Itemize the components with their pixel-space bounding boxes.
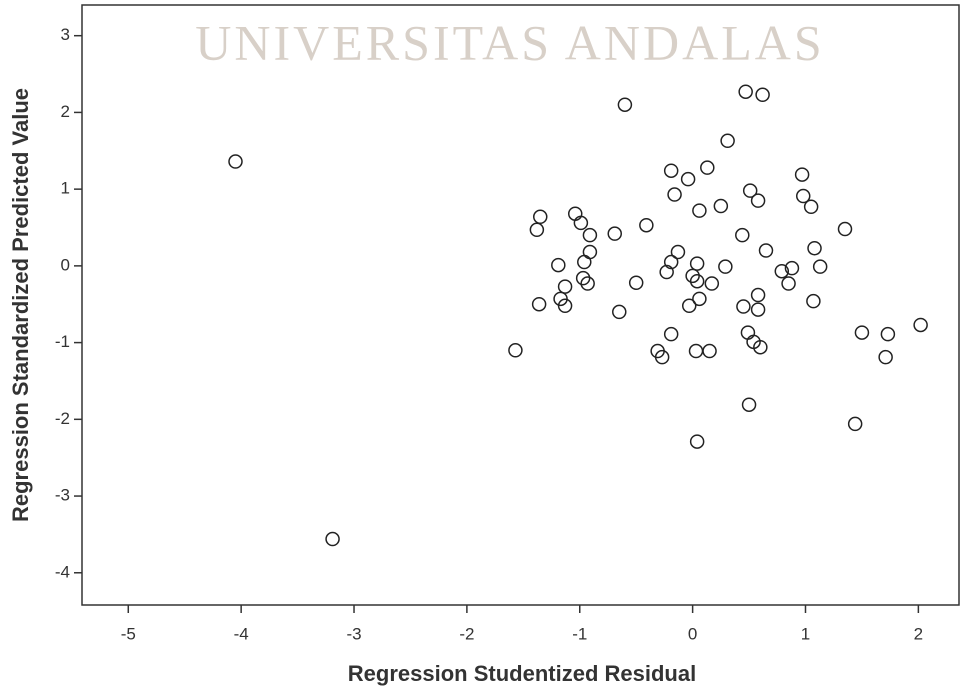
point — [750, 287, 766, 303]
point — [573, 215, 589, 231]
point — [567, 206, 583, 221]
point — [837, 221, 853, 237]
point — [639, 217, 654, 233]
point — [781, 276, 796, 291]
point — [692, 291, 707, 307]
point — [654, 349, 670, 365]
point — [607, 226, 622, 241]
point — [575, 270, 591, 286]
point — [750, 302, 766, 317]
x-tick-label: -2 — [459, 624, 474, 643]
point — [738, 84, 753, 99]
point — [720, 133, 735, 149]
point — [508, 343, 523, 358]
point — [702, 343, 717, 359]
point — [663, 326, 679, 342]
point — [663, 163, 679, 178]
x-tick-label: -4 — [234, 624, 249, 643]
y-tick-label: 3 — [61, 25, 70, 44]
y-tick-label: -4 — [55, 562, 70, 581]
y-tick-label: -1 — [55, 332, 70, 351]
point — [806, 293, 821, 309]
y-tick-label: -2 — [55, 409, 70, 428]
point — [628, 275, 644, 290]
x-tick-label: -1 — [572, 624, 587, 643]
point — [700, 160, 715, 175]
point — [557, 279, 573, 294]
point — [794, 167, 810, 182]
point — [713, 198, 729, 214]
point — [718, 259, 733, 274]
y-tick-label: 2 — [61, 102, 70, 121]
point — [692, 203, 707, 218]
point — [741, 397, 757, 412]
point — [878, 349, 893, 365]
point — [680, 171, 696, 187]
point — [736, 299, 751, 314]
point — [774, 263, 790, 279]
point — [689, 434, 705, 449]
point — [557, 298, 573, 314]
point — [533, 209, 548, 225]
point — [735, 227, 750, 243]
x-axis-title: Regression Studentized Residual — [348, 661, 696, 686]
point — [795, 188, 811, 204]
point — [582, 244, 598, 260]
point — [617, 97, 633, 112]
x-tick-label: 2 — [914, 624, 923, 643]
point — [228, 154, 243, 169]
point — [663, 254, 679, 270]
point — [582, 227, 598, 243]
point — [784, 260, 800, 276]
point — [551, 257, 566, 273]
point — [753, 339, 768, 355]
point — [803, 199, 819, 215]
watermark: UNIVERSITAS ANDALAS — [195, 14, 824, 70]
point — [847, 416, 863, 432]
point — [659, 264, 674, 280]
point — [612, 304, 627, 320]
point — [667, 187, 682, 202]
y-tick-label: -3 — [55, 486, 70, 505]
x-tick-label: 1 — [801, 624, 810, 643]
y-axis-title: Regression Standardized Predicted Value — [8, 88, 33, 522]
point — [580, 276, 595, 291]
point — [755, 87, 770, 103]
point — [913, 317, 928, 333]
x-tick-label: 0 — [688, 624, 697, 643]
point — [577, 254, 592, 270]
plot-frame — [81, 4, 960, 606]
y-tick-label: 0 — [61, 255, 70, 274]
point — [670, 244, 686, 260]
point — [758, 243, 774, 258]
point — [325, 531, 340, 547]
x-tick-label: -3 — [346, 624, 361, 643]
y-tick-label: 1 — [61, 179, 70, 198]
point — [750, 193, 766, 208]
point — [685, 268, 700, 284]
point — [740, 325, 756, 340]
point — [742, 183, 758, 198]
point — [812, 259, 828, 274]
point — [689, 256, 705, 271]
point — [854, 325, 870, 340]
point — [529, 222, 545, 238]
x-tick-label: -5 — [121, 624, 136, 643]
point — [689, 273, 705, 289]
point — [880, 326, 896, 342]
point — [531, 296, 547, 312]
point — [807, 240, 822, 256]
point — [688, 343, 704, 359]
point — [681, 298, 697, 314]
point — [704, 276, 720, 291]
